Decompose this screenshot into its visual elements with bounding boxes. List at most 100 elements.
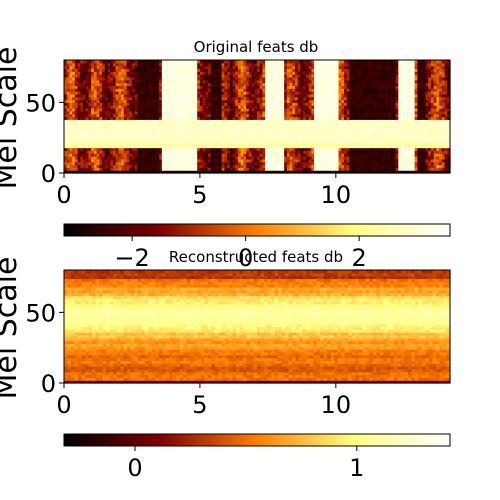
heatmap-cell [251, 113, 255, 118]
heatmap-cell [161, 136, 166, 140]
heatmap-cell [273, 99, 277, 103]
heatmap-cell [161, 158, 166, 163]
heatmap-cell [227, 60, 231, 64]
heatmap-cell [319, 113, 323, 118]
heatmap-cell [191, 82, 196, 87]
heatmap-cell [118, 147, 122, 151]
heatmap-cell [191, 153, 196, 157]
heatmap-cell [167, 62, 171, 67]
heatmap-cell [74, 130, 79, 135]
heatmap-cell [191, 85, 196, 89]
heatmap-cell [99, 161, 103, 166]
heatmap-cell [102, 161, 106, 166]
heatmap-cell [262, 108, 266, 112]
heatmap-cell [80, 60, 84, 64]
heatmap-cell [273, 108, 277, 112]
heatmap-cell [240, 147, 245, 151]
heatmap-cell [167, 79, 171, 84]
heatmap-cell [93, 130, 98, 135]
heatmap-cell [80, 68, 84, 72]
heatmap-cell [129, 139, 133, 143]
heatmap-cell [305, 167, 310, 171]
heatmap-cell [118, 153, 122, 157]
heatmap-cell [311, 108, 315, 112]
heatmap-cell [235, 79, 239, 84]
heatmap-cell [178, 60, 182, 64]
heatmap-cell [183, 88, 187, 92]
heatmap-cell [131, 68, 136, 72]
heatmap-cell [235, 144, 239, 149]
heatmap-cell [142, 139, 147, 143]
heatmap-cell [180, 150, 185, 154]
heatmap-cell [314, 122, 318, 126]
heatmap-cell [278, 153, 283, 157]
heatmap-cell [137, 71, 141, 75]
heatmap-cell [197, 122, 201, 126]
heatmap-cell [246, 136, 250, 140]
heatmap-cell [88, 99, 92, 103]
heatmap-cell [197, 76, 201, 81]
heatmap-cell [77, 71, 81, 75]
heatmap-cell [161, 113, 166, 118]
heatmap-cell [110, 108, 114, 112]
heatmap-cell [213, 65, 217, 70]
heatmap-cell [199, 124, 204, 129]
heatmap-cell [224, 141, 228, 146]
heatmap-cell [297, 150, 302, 154]
heatmap-cell [145, 158, 149, 163]
heatmap-cell [308, 110, 312, 115]
heatmap-cell [237, 71, 242, 75]
heatmap-cell [107, 79, 111, 84]
heatmap-cell [167, 133, 171, 137]
heatmap-cell [91, 116, 95, 120]
heatmap-cell [145, 113, 149, 118]
heatmap-cell [178, 170, 182, 174]
heatmap-cell [194, 76, 198, 81]
heatmap-cell [202, 96, 206, 101]
heatmap-cell [202, 158, 206, 163]
heatmap-cell [118, 105, 122, 109]
heatmap-cell [189, 170, 193, 174]
heatmap-cell [235, 156, 239, 160]
heatmap-cell [251, 141, 255, 146]
heatmap-cell [286, 122, 291, 126]
heatmap-cell [183, 130, 187, 135]
heatmap-cell [235, 164, 239, 168]
heatmap-cell [292, 116, 296, 120]
heatmap-cell [164, 88, 168, 92]
heatmap-cell [248, 119, 253, 123]
heatmap-cell [237, 153, 242, 157]
heatmap-cell [183, 105, 187, 109]
heatmap-cell [205, 60, 209, 64]
heatmap-cell [324, 144, 329, 149]
heatmap-cell [224, 119, 228, 123]
heatmap-cell [297, 74, 302, 78]
heatmap-cell [270, 147, 274, 151]
heatmap-cell [156, 150, 160, 154]
heatmap-cell [85, 102, 90, 106]
heatmap-cell [96, 122, 100, 126]
heatmap-cell [221, 62, 225, 67]
heatmap-cell [129, 65, 133, 70]
heatmap-cell [216, 130, 220, 135]
heatmap-cell [104, 60, 109, 64]
heatmap-cell [322, 116, 326, 120]
heatmap-cell [96, 79, 100, 84]
heatmap-cell [262, 150, 266, 154]
heatmap-cell [110, 102, 114, 106]
heatmap-cell [240, 150, 245, 154]
heatmap-cell [281, 105, 285, 109]
heatmap-cell [112, 71, 117, 75]
heatmap-cell [284, 158, 288, 163]
heatmap-cell [96, 150, 100, 154]
heatmap-cell [180, 88, 185, 92]
heatmap-cell [178, 91, 182, 95]
heatmap-cell [104, 110, 109, 115]
heatmap-cell [159, 133, 163, 137]
heatmap-cell [69, 99, 73, 103]
heatmap-cell [170, 99, 174, 103]
heatmap-cell [314, 76, 318, 81]
heatmap-cell [251, 158, 255, 163]
heatmap-cell [164, 119, 168, 123]
heatmap-cell [161, 71, 166, 75]
